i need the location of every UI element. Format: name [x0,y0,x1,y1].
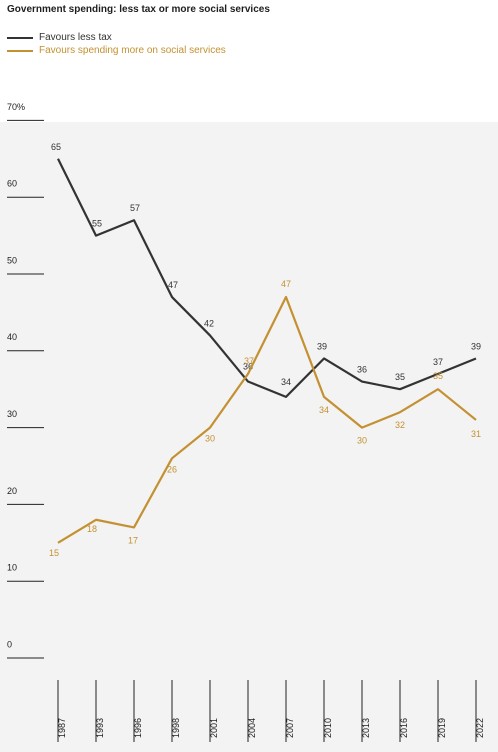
data-label-1-2010: 34 [319,405,329,415]
data-label-1-2001: 30 [205,434,215,444]
x-tick-label-1987: 1987 [57,718,67,738]
y-tick-label-70: 70% [7,102,25,112]
y-tick-label-0: 0 [7,639,12,649]
data-label-0-2004: 36 [243,362,253,372]
data-label-0-1987: 65 [51,142,61,152]
data-label-0-2022: 39 [471,341,481,351]
y-tick-label-30: 30 [7,409,17,419]
legend-label-less-tax: Favours less tax [39,32,112,43]
x-tick-label-2007: 2007 [285,718,295,738]
y-tick-label-50: 50 [7,255,17,265]
legend-label-social-services: Favours spending more on social services [39,45,226,56]
data-label-1-1998: 26 [167,464,177,474]
y-tick-label-60: 60 [7,179,17,189]
x-tick-label-1993: 1993 [95,718,105,738]
x-tick-label-2001: 2001 [209,718,219,738]
x-tick-label-2013: 2013 [361,718,371,738]
x-tick-label-2022: 2022 [475,718,485,738]
x-tick-label-2010: 2010 [323,718,333,738]
x-tick-label-1998: 1998 [171,718,181,738]
legend-item-social-services: Favours spending more on social services [7,44,226,57]
data-label-0-2016: 35 [395,372,405,382]
data-label-1-2022: 31 [471,429,481,439]
data-label-0-2013: 36 [357,365,367,375]
data-label-1-1996: 17 [128,535,138,545]
data-label-0-1993: 55 [92,219,102,229]
data-label-1-2016: 32 [395,420,405,430]
series-line-0 [57,158,477,398]
data-label-1-2007: 47 [281,279,291,289]
legend: Favours less tax Favours spending more o… [7,31,226,57]
data-label-0-2001: 42 [204,318,214,328]
data-label-0-2007: 34 [281,377,291,387]
data-label-1-2013: 30 [357,436,367,446]
data-label-0-2019: 37 [433,357,443,367]
chart-title: Government spending: less tax or more so… [7,4,270,15]
y-tick-label-40: 40 [7,332,17,342]
data-label-0-2010: 39 [317,341,327,351]
x-tick-label-2016: 2016 [399,718,409,738]
x-tick-label-1996: 1996 [133,718,143,738]
y-tick-label-20: 20 [7,486,17,496]
legend-swatch-less-tax [7,37,33,39]
data-label-1-1987: 15 [49,548,59,558]
data-label-0-1996: 57 [130,203,140,213]
legend-swatch-social-services [7,50,33,52]
x-tick-label-2004: 2004 [247,718,257,738]
data-label-1-2019: 35 [433,371,443,381]
data-label-0-1998: 47 [168,280,178,290]
legend-item-less-tax: Favours less tax [7,31,226,44]
y-tick-label-10: 10 [7,563,17,573]
series-line-1 [57,295,477,544]
data-label-1-2004: 37 [244,356,254,366]
x-tick-label-2019: 2019 [437,718,447,738]
data-label-1-1993: 18 [87,524,97,534]
plot-background [0,122,498,752]
